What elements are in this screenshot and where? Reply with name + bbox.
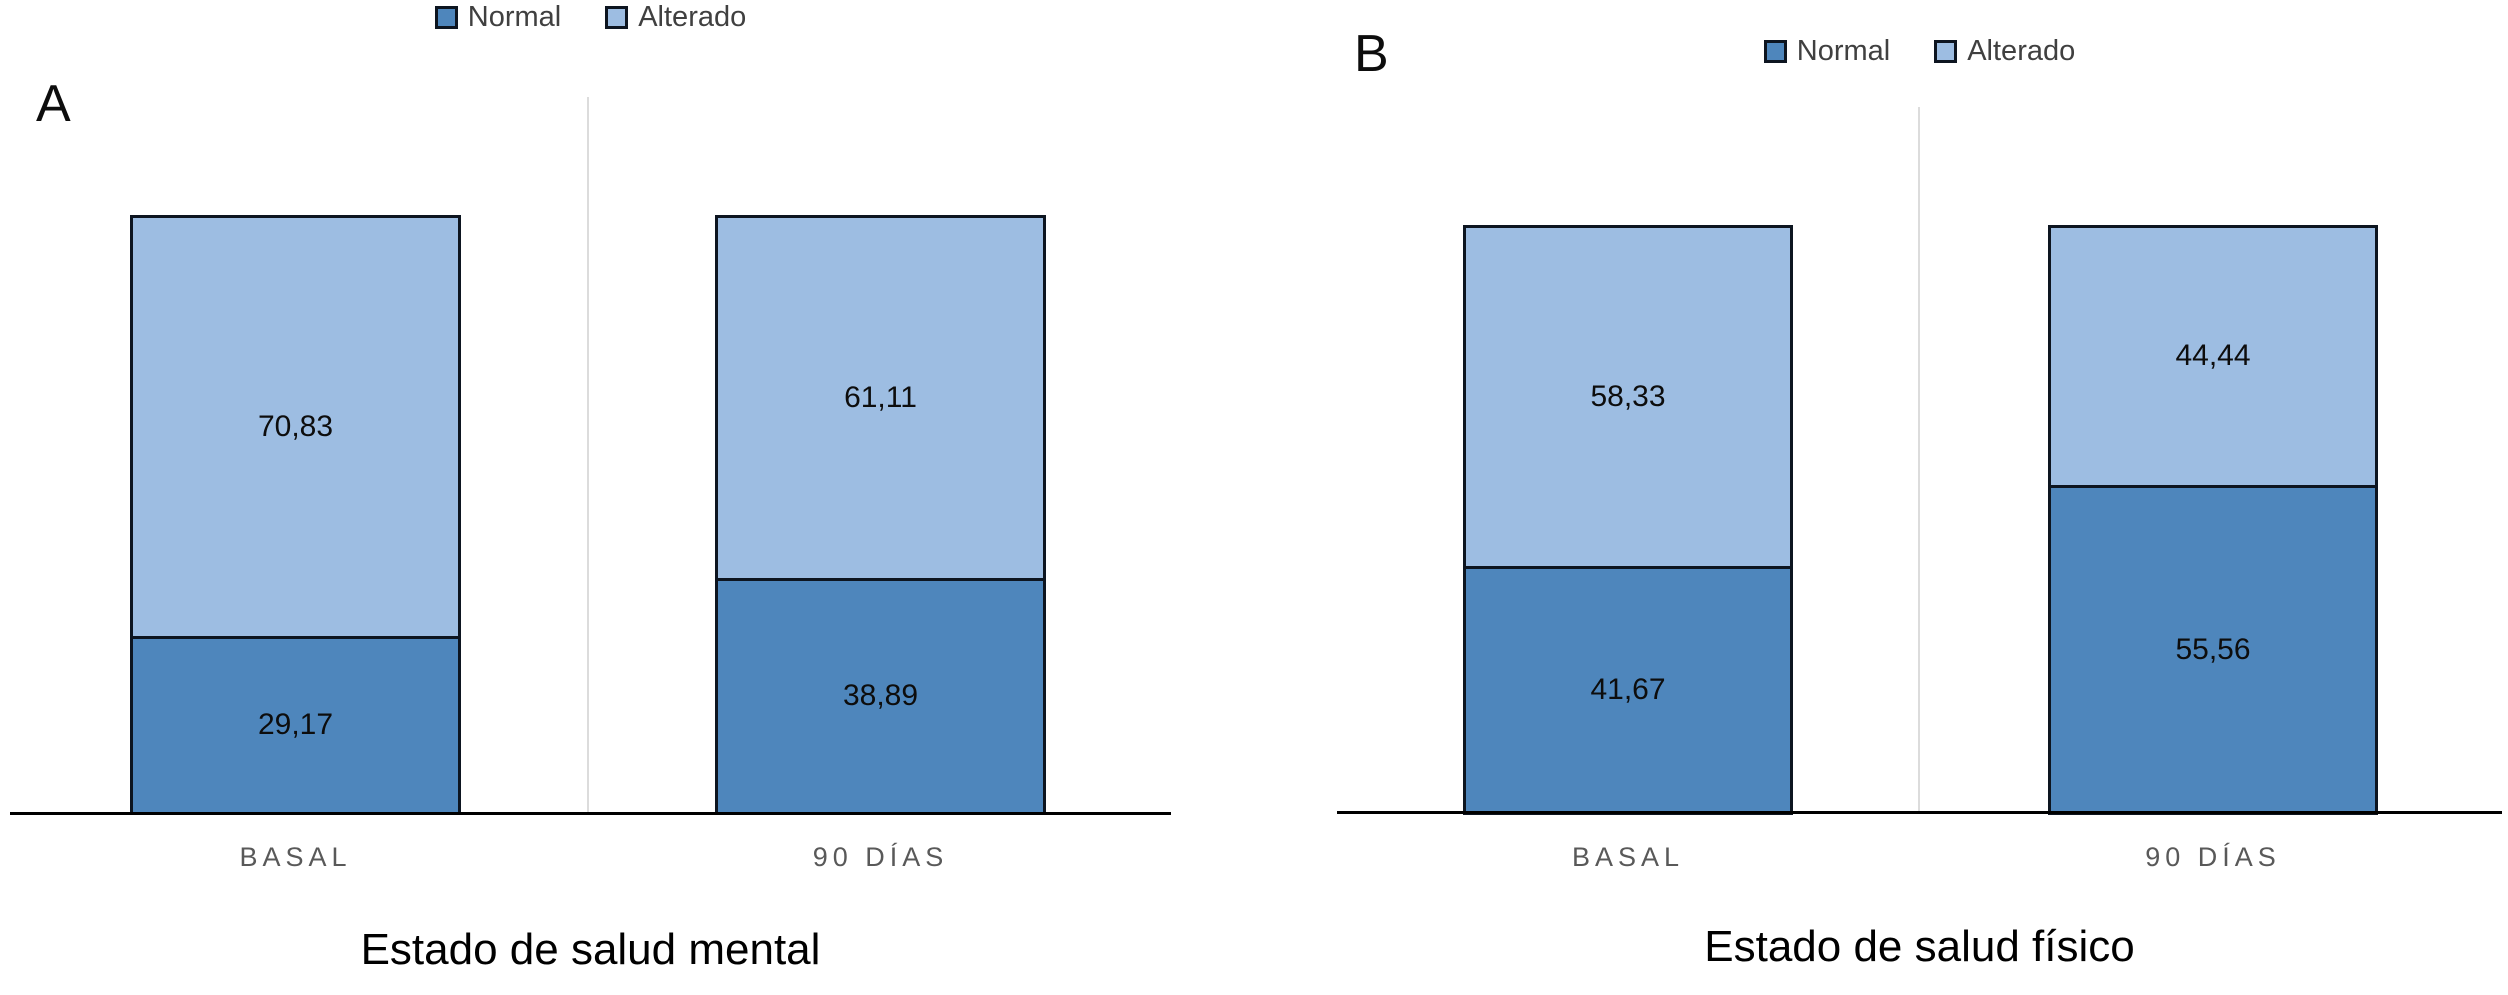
value-label: 55,56 (2175, 632, 2251, 666)
title-a: Estado de salud mental (360, 925, 821, 974)
x-axis-a (10, 812, 1171, 815)
segment-b-basal-normal: 41,67 (1466, 568, 1790, 812)
tick-a-basal: BASAL (239, 842, 352, 872)
panel-a-letter: A (36, 75, 71, 133)
panel-b-letter: B (1354, 25, 1389, 83)
legend-b: Normal Alterado (1337, 34, 2502, 68)
bar-b-basal: 58,33 41,67 (1463, 225, 1793, 815)
value-label: 38,89 (842, 679, 919, 713)
value-label: 61,11 (844, 380, 917, 414)
value-label: 70,83 (257, 409, 334, 443)
value-label: 58,33 (1590, 379, 1666, 413)
x-axis-b (1337, 811, 2502, 814)
segment-a-90dias-normal: 38,89 (718, 580, 1043, 812)
tick-b-basal: BASAL (1571, 842, 1685, 872)
legend-a-normal-label: Normal (467, 0, 562, 33)
legend-a-item-alterado: Alterado (605, 1, 746, 34)
normal-swatch-icon (1763, 39, 1787, 63)
title-b: Estado de salud físico (1704, 922, 2135, 971)
alterado-swatch-icon (605, 5, 629, 29)
segment-b-90dias-alterado: 44,44 (2051, 228, 2375, 488)
segment-a-basal-alterado: 70,83 (133, 218, 458, 639)
bar-a-90dias: 61,11 38,89 (715, 215, 1046, 815)
legend-b-alterado-label: Alterado (1967, 34, 2076, 67)
segment-a-basal-normal: 29,17 (133, 638, 458, 812)
gridline-b (1918, 107, 1920, 812)
legend-a-item-normal: Normal (434, 0, 562, 34)
tick-a-90dias: 90 DÍAS (812, 842, 949, 872)
alterado-swatch-icon (1934, 39, 1958, 63)
legend-a-alterado-label: Alterado (638, 0, 747, 33)
legend-b-normal-label: Normal (1796, 34, 1891, 67)
segment-a-90dias-alterado: 61,11 (718, 218, 1043, 581)
legend-b-item-normal: Normal (1763, 34, 1891, 68)
value-label: 41,67 (1590, 673, 1666, 707)
bar-b-90dias: 44,44 55,56 (2048, 225, 2378, 815)
segment-b-90dias-normal: 55,56 (2051, 487, 2375, 812)
normal-swatch-icon (434, 5, 458, 29)
value-label: 29,17 (257, 708, 334, 742)
bar-a-basal: 70,83 29,17 (130, 215, 461, 815)
gridline-a (587, 97, 589, 813)
segment-b-basal-alterado: 58,33 (1466, 228, 1790, 569)
legend-b-item-alterado: Alterado (1934, 35, 2075, 68)
legend-a: Normal Alterado (10, 0, 1171, 34)
value-label: 44,44 (2175, 339, 2251, 373)
tick-b-90dias: 90 DÍAS (2145, 842, 2281, 872)
